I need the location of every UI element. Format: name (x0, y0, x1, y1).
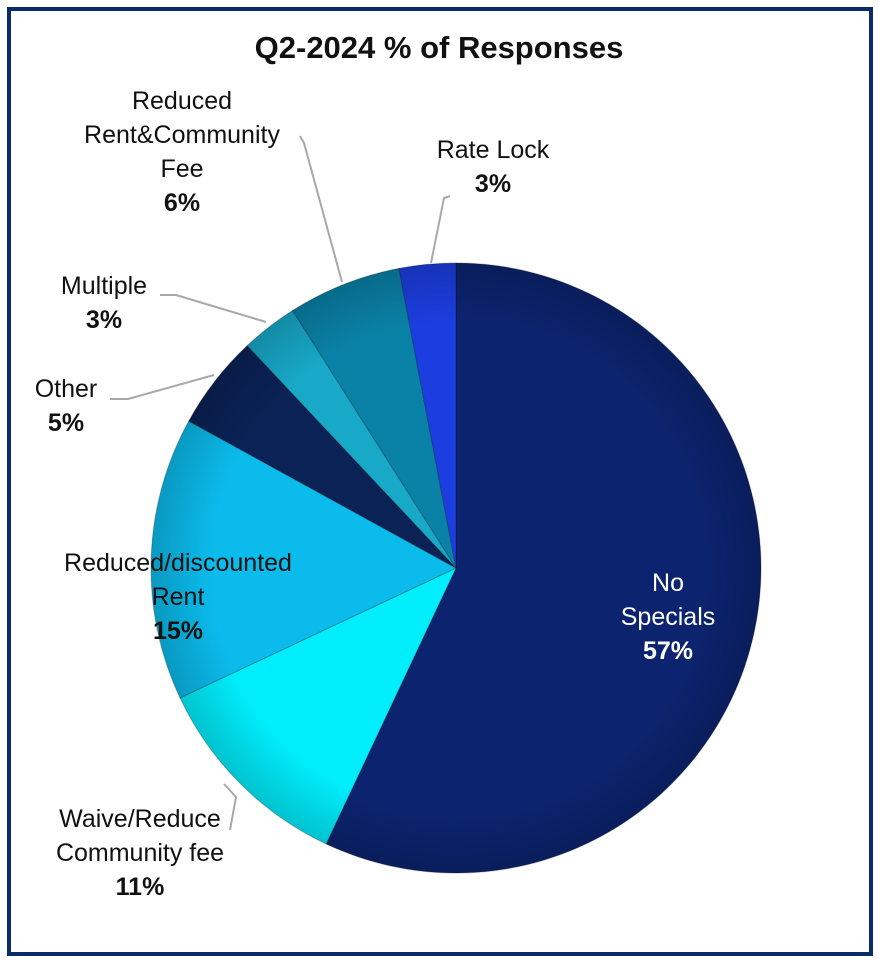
label-reduced-discounted-pct: 15% (152, 617, 204, 645)
label-rate-lock: Rate Lock 3% (437, 133, 550, 201)
leader-line-waive (223, 783, 238, 831)
chart-frame (7, 7, 873, 956)
leader-line-multiple (160, 294, 267, 323)
label-no-specials: No Specials 57% (621, 566, 716, 668)
leader-line-rate-lock (430, 195, 451, 264)
label-no-specials-pct: 57% (642, 637, 694, 665)
label-other: Other 5% (35, 372, 98, 440)
label-no-specials-line1: No (652, 569, 684, 597)
label-reduced-rent-community: Reduced Rent&Community Fee 6% (84, 84, 280, 220)
label-reduced-discounted-line2: Rent (151, 583, 205, 611)
label-other-pct: 5% (47, 409, 85, 437)
label-multiple: Multiple 3% (61, 269, 147, 337)
label-rate-lock-pct: 3% (474, 170, 512, 198)
label-rrc-pct: 6% (163, 189, 201, 217)
label-rrc-line2: Rent&Community (84, 121, 280, 149)
chart-title: Q2-2024 % of Responses (254, 30, 624, 65)
label-multiple-pct: 3% (85, 306, 123, 334)
label-waive-line1: Waive/Reduce (59, 805, 221, 833)
pie-shading (151, 263, 761, 873)
leader-line-other (110, 374, 215, 400)
label-reduced-discounted-line1: Reduced/discounted (64, 549, 292, 577)
label-rrc-line3: Fee (160, 155, 204, 183)
label-multiple-line1: Multiple (60, 272, 148, 300)
label-no-specials-line2: Specials (620, 603, 716, 631)
label-other-line1: Other (34, 375, 98, 403)
label-waive-reduce: Waive/Reduce Community fee 11% (56, 802, 224, 904)
label-waive-pct: 11% (115, 873, 165, 901)
label-rate-lock-line1: Rate Lock (436, 136, 550, 164)
label-reduced-discounted: Reduced/discounted Rent 15% (64, 546, 292, 648)
label-waive-line2: Community fee (55, 839, 225, 867)
label-rrc-line1: Reduced (131, 87, 233, 115)
leader-line-reduced-rent-community (299, 135, 343, 283)
